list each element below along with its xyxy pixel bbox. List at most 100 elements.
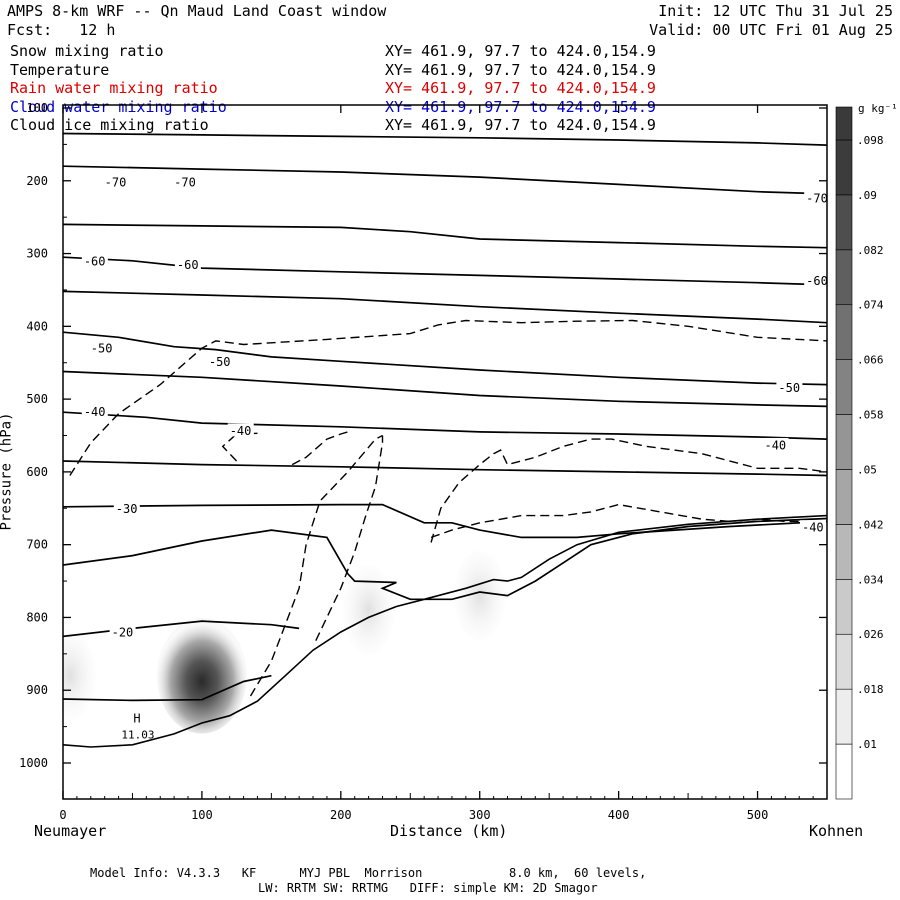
colorbar-label: .058 [857, 409, 884, 422]
x-axis-label: Distance (km) [390, 822, 508, 840]
y-tick-label: 400 [26, 319, 48, 333]
isotherm-line [63, 223, 827, 249]
temperature-label: -30 [116, 502, 138, 516]
y-tick-label: 200 [26, 174, 48, 188]
isotherm-line [63, 517, 827, 601]
isotherm-line [63, 290, 827, 324]
temperature-label: -20 [112, 626, 134, 640]
temperature-label: -60 [177, 258, 199, 272]
field-name: Snow mixing ratio [10, 42, 164, 60]
mixing-ratio-shading [63, 550, 506, 734]
field-xy-range: XY= 461.9, 97.7 to 424.0,154.9 [385, 79, 656, 97]
y-axis-label: Pressure (hPa) [0, 412, 15, 531]
colorbar-label: .018 [857, 683, 884, 696]
colorbar-label: .01 [857, 738, 877, 751]
y-tick-label: 900 [26, 683, 48, 697]
colorbar-swatch [835, 139, 853, 196]
x-tick-label: 200 [330, 808, 352, 822]
model-info-line1: Model Info: V4.3.3 KF MYJ PBL Morrison 8… [90, 866, 647, 880]
colorbar-label: .066 [857, 354, 884, 367]
y-tick-label: 1000 [19, 756, 48, 770]
cloud-ice-contour [430, 438, 827, 543]
field-xy-range: XY= 461.9, 97.7 to 424.0,154.9 [385, 60, 656, 79]
cloud-ice-contour [69, 319, 827, 476]
forecast-hour: Fcst: 12 h [7, 21, 116, 39]
shading-blob [453, 550, 506, 641]
colorbar-unit: g kg⁻¹ [858, 102, 898, 115]
shading-blob [342, 565, 395, 656]
temperature-label: -40 [84, 405, 106, 419]
colorbar-label: .074 [857, 299, 884, 312]
colorbar-cap [835, 106, 853, 141]
field-name: Rain water mixing ratio [10, 79, 218, 97]
y-tick-label: 300 [26, 247, 48, 261]
temperature-label-bg [81, 404, 108, 418]
colorbar-label: .09 [857, 189, 877, 202]
temperature-label: -40 [230, 424, 252, 438]
x-tick-label: 400 [608, 808, 630, 822]
colorbar-label: .034 [857, 573, 884, 586]
model-info-line2: LW: RRTM SW: RRTMG DIFF: simple KM: 2D S… [258, 881, 598, 895]
temperature-label: -50 [91, 342, 113, 356]
colorbar-label: .082 [857, 244, 884, 257]
valid-time: Valid: 00 UTC Fri 01 Aug 25 [649, 21, 893, 39]
isotherm-line [63, 674, 272, 702]
x-tick-label: 0 [59, 808, 66, 822]
init-time: Init: 12 UTC Thu 31 Jul 25 [658, 2, 893, 20]
isotherm-line [63, 620, 300, 638]
right-endpoint-label: Kohnen [809, 822, 864, 840]
field-xy-range: XY= 461.9, 97.7 to 424.0,154.9 [385, 116, 656, 134]
axes: 0 100 200 300 400 500 100 200 300 400 500 600 700 800… [19, 101, 828, 822]
isotherm-line [63, 411, 827, 440]
colorbar-label: .05 [857, 463, 877, 476]
temperature-label-bg [762, 437, 789, 451]
contour-layer: -70 -70 -70 -60 -60 -60 -50 -50 -50 -40 -40 -40 -40 -… [63, 132, 827, 748]
terrain-line [63, 514, 827, 748]
temperature-label: -40 [764, 438, 786, 452]
left-endpoint-label: Neumayer [34, 822, 107, 840]
temperature-label-bg [799, 520, 826, 534]
temperature-label-bg [227, 423, 254, 437]
temperature-label-bg [113, 501, 140, 515]
temperature-label-bg [804, 191, 827, 205]
temperature-label-bg [804, 273, 827, 287]
field-xy-range: XY= 461.9, 97.7 to 424.0,154.9 [385, 42, 656, 60]
temperature-label-bg [206, 354, 233, 368]
shading-blob [156, 617, 247, 734]
isotherm-line [63, 165, 827, 195]
high-pressure-label: H [133, 711, 140, 725]
isotherm-line [63, 256, 827, 286]
colorbar-swatch [835, 359, 853, 415]
field-name: Temperature [10, 60, 110, 79]
cloud-ice-contour [291, 431, 349, 466]
temperature-label-bg [102, 175, 129, 189]
cloud-ice-contour [430, 503, 814, 539]
temperature-label-bg [81, 253, 108, 267]
shading-blob [63, 630, 96, 721]
colorbar-swatch [835, 743, 853, 800]
colorbar-label: .026 [857, 628, 884, 641]
colorbar-label: .098 [857, 134, 884, 147]
temperature-label: -70 [105, 176, 127, 190]
isotherm-line [63, 132, 827, 146]
y-tick-label: 500 [26, 392, 48, 406]
isotherm-line [63, 331, 827, 386]
temperature-label-bg [88, 341, 115, 355]
cloud-ice-contour [315, 435, 384, 642]
temperature-label-bg [109, 625, 136, 638]
y-tick-label: 800 [26, 610, 48, 624]
field-xy-range: XY= 461.9, 97.7 to 424.0,154.9 [385, 97, 656, 116]
temperature-label: -50 [209, 355, 231, 369]
temperature-label-bg [776, 380, 803, 394]
colorbar-swatch [835, 469, 853, 525]
isotherm-line [63, 370, 827, 408]
temperature-label: -40 [802, 521, 824, 535]
colorbar-swatch [835, 249, 853, 306]
colorbar-swatch [835, 524, 853, 580]
x-tick-label: 500 [747, 808, 769, 822]
colorbar-swatch [835, 304, 853, 360]
temperature-label: -60 [84, 254, 106, 268]
y-tick-label: 100 [26, 101, 48, 115]
temperature-label: -50 [778, 381, 800, 395]
